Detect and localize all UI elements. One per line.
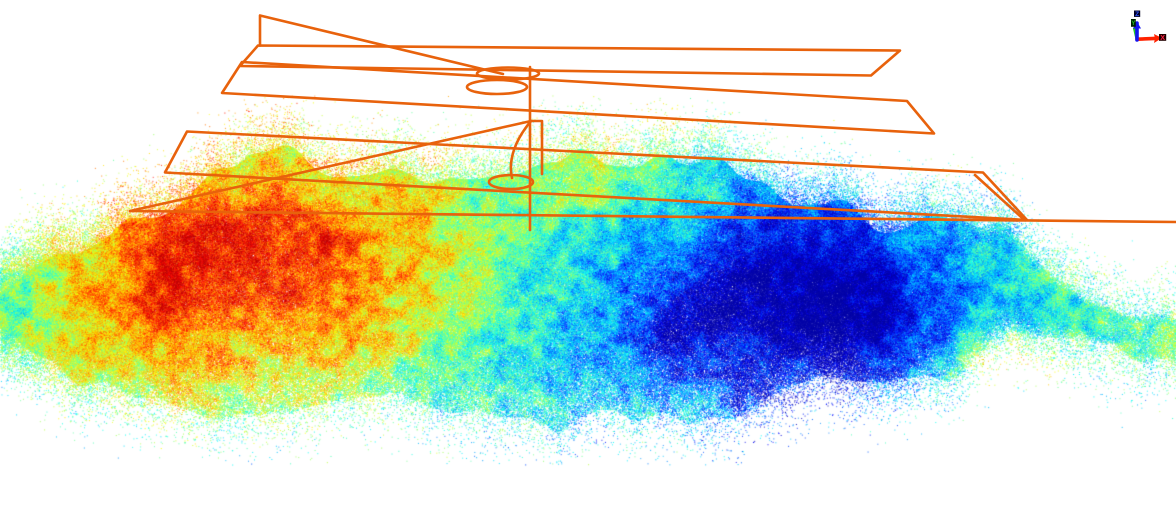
svg-text:X: X (1160, 33, 1165, 42)
svg-text:Z: Z (1135, 11, 1139, 18)
